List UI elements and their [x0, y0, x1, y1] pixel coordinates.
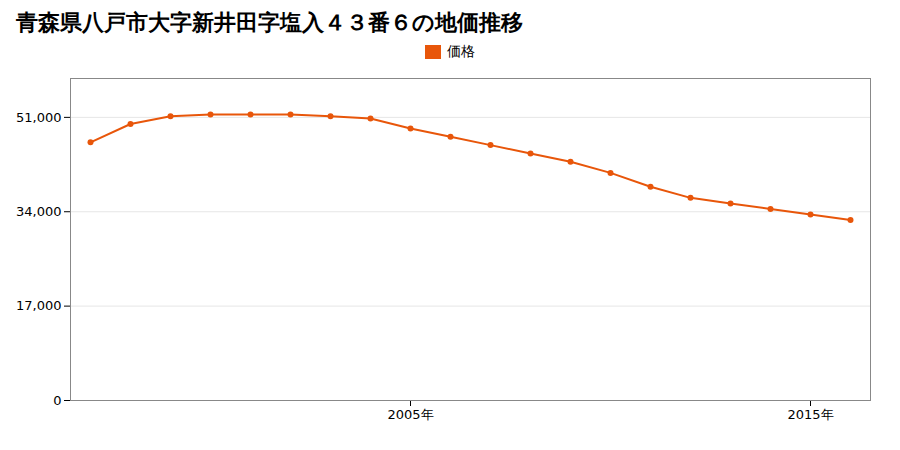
html-text:価格: 価格	[447, 43, 475, 59]
svg-text:17,000: 17,000	[16, 298, 62, 313]
svg-text:0: 0	[53, 393, 61, 408]
svg-text:34,000: 34,000	[16, 204, 62, 219]
svg-text:2005年: 2005年	[387, 407, 433, 422]
svg-text:51,000: 51,000	[16, 110, 62, 125]
svg-text:2015年: 2015年	[787, 407, 833, 422]
html-text:青森県八戸市大字新井田字塩入４３番６の地価推移: 青森県八戸市大字新井田字塩入４３番６の地価推移	[16, 10, 523, 35]
